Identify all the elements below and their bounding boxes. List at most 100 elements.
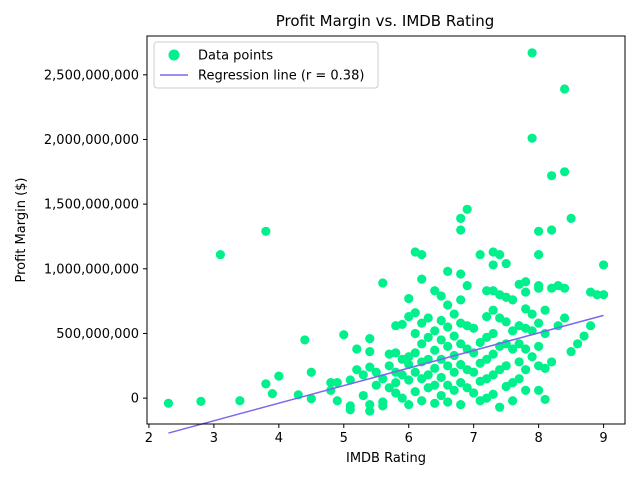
data-point <box>514 339 524 349</box>
x-tick-label: 5 <box>340 431 348 446</box>
data-point <box>378 278 388 288</box>
data-point <box>371 367 381 377</box>
data-point <box>456 225 466 235</box>
data-point <box>436 315 446 326</box>
x-tick-label: 3 <box>210 431 218 446</box>
data-point <box>469 323 479 333</box>
data-point <box>527 48 537 58</box>
x-tick-label: 9 <box>599 431 607 446</box>
data-point <box>430 380 440 390</box>
x-tick-label: 2 <box>145 431 153 446</box>
data-point <box>527 352 537 362</box>
data-point <box>560 313 570 323</box>
data-point <box>417 274 427 284</box>
data-point <box>417 396 427 406</box>
data-point <box>488 305 498 315</box>
data-point <box>488 260 498 270</box>
data-point <box>598 260 609 270</box>
data-point <box>527 326 537 336</box>
x-axis-label: IMDB Rating <box>346 451 426 466</box>
data-point <box>339 330 349 340</box>
y-tick-label: 2,500,000,000 <box>44 68 139 83</box>
data-point <box>384 383 394 393</box>
data-point <box>456 295 466 305</box>
data-point <box>482 286 492 296</box>
data-point <box>267 389 277 399</box>
data-point <box>521 304 531 314</box>
data-point <box>534 283 544 293</box>
data-point <box>274 371 284 381</box>
data-point <box>462 383 472 393</box>
data-point <box>521 277 531 287</box>
data-point <box>579 331 589 341</box>
data-point <box>560 283 570 293</box>
data-point <box>306 367 316 377</box>
data-point <box>391 378 401 388</box>
data-point <box>163 398 174 408</box>
data-point <box>534 249 544 260</box>
data-point <box>332 396 342 406</box>
data-point <box>397 370 407 380</box>
data-point <box>443 300 453 310</box>
data-point <box>585 321 596 331</box>
data-point <box>326 378 336 388</box>
data-point <box>488 349 498 359</box>
y-tick-label: 1,000,000,000 <box>44 262 139 277</box>
y-tick-label: 2,000,000,000 <box>44 133 139 148</box>
data-point <box>527 309 537 319</box>
data-point <box>449 331 459 341</box>
data-point <box>404 400 414 410</box>
data-point <box>196 396 206 406</box>
data-point <box>430 345 440 355</box>
data-point <box>391 388 401 398</box>
data-point <box>495 249 505 260</box>
data-point <box>430 398 440 408</box>
data-point <box>456 213 466 223</box>
regression-line-layer <box>168 314 604 434</box>
data-point <box>540 394 550 405</box>
data-point <box>572 339 583 349</box>
data-point <box>508 396 518 406</box>
data-point <box>449 367 459 377</box>
data-point <box>423 313 433 323</box>
data-point <box>410 308 420 318</box>
data-point <box>534 318 544 328</box>
data-point <box>592 290 602 300</box>
data-point <box>566 213 576 223</box>
legend-label-line: Regression line (r = 0.38) <box>198 69 364 84</box>
data-point <box>365 400 375 410</box>
data-point <box>527 133 537 143</box>
chart-title: Profit Margin vs. IMDB Rating <box>276 12 494 30</box>
data-point <box>540 363 550 373</box>
data-point <box>508 344 518 354</box>
data-point <box>462 281 472 291</box>
data-point <box>443 266 453 276</box>
data-point <box>443 380 453 390</box>
data-point <box>488 328 498 339</box>
data-point <box>560 167 570 177</box>
data-point <box>456 269 466 279</box>
data-point <box>488 370 498 380</box>
data-point <box>456 339 466 349</box>
data-point <box>410 348 420 358</box>
data-point <box>397 393 407 403</box>
data-point <box>358 370 368 380</box>
data-point <box>235 396 245 406</box>
data-point <box>462 204 472 214</box>
data-point <box>560 84 570 94</box>
data-point <box>521 287 531 297</box>
data-point <box>417 318 427 328</box>
data-point <box>261 379 271 389</box>
data-point <box>365 406 375 416</box>
x-axis-ticks: 2 3 4 5 6 7 8 9 <box>145 424 608 446</box>
data-point <box>404 293 414 304</box>
data-point <box>534 341 544 351</box>
data-point <box>488 389 498 399</box>
data-point <box>261 226 271 236</box>
y-axis-ticks: 0 500,000,000 1,000,000,000 1,500,000,000 2,… <box>44 68 147 407</box>
data-point <box>436 291 446 301</box>
data-point <box>436 390 446 401</box>
data-point <box>378 401 388 411</box>
data-point <box>534 226 544 236</box>
data-point <box>482 312 492 322</box>
